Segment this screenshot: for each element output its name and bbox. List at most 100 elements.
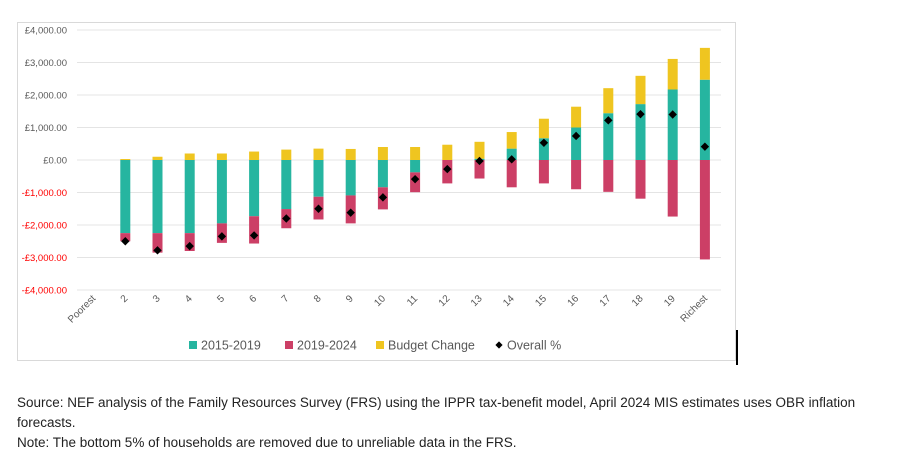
overall-diamond-marker: [507, 155, 516, 164]
overall-diamond-marker: [636, 109, 645, 119]
y-tick-label: -£2,000.00: [22, 221, 67, 232]
bar-segment-2019-2024: [635, 160, 646, 199]
legend: 2015-2019 2019-2024 Budget Change Overall %: [189, 339, 561, 353]
bar-segment-budget-change: [345, 148, 356, 160]
x-tick-label: 2: [119, 293, 131, 305]
bar-segment-2015-2019: [506, 148, 517, 160]
x-tick-label: Richest: [679, 293, 711, 325]
bar-segment-budget-change: [152, 156, 163, 160]
bar-segment-2015-2019: [313, 160, 324, 197]
bar-segment-2015-2019: [699, 79, 710, 160]
overall-diamond-marker: [443, 164, 452, 174]
bar-segment-budget-change: [571, 106, 582, 128]
bar-segment-2015-2019: [538, 138, 549, 160]
x-tick-label: 8: [312, 293, 324, 305]
y-axis-ticks: £4,000.00 £3,000.00 £2,000.00 £1,000.00 £0.0…: [22, 26, 67, 297]
x-tick-label: 14: [501, 293, 517, 309]
chart-notes: Source: NEF analysis of the Family Resou…: [17, 393, 907, 453]
x-tick-label: 11: [405, 293, 420, 308]
legend-swatch-2019-2024: [285, 341, 293, 349]
y-tick-label: -£4,000.00: [22, 286, 67, 297]
overall-diamond-marker: [668, 110, 677, 119]
x-tick-label: 18: [630, 293, 646, 309]
overall-diamond-marker: [539, 138, 549, 147]
x-tick-label: 9: [344, 293, 356, 305]
bar-segment-2015-2019: [120, 160, 131, 234]
x-tick-label: 3: [151, 293, 163, 305]
x-tick-label: 17: [598, 293, 614, 309]
bar-segment-2015-2019: [635, 104, 646, 160]
bar-segment-budget-change: [249, 151, 260, 160]
bar-segment-2019-2024: [249, 216, 260, 244]
bar-segment-2015-2019: [249, 160, 260, 217]
x-tick-label: 13: [469, 293, 485, 309]
overall-markers: [121, 109, 710, 255]
x-tick-label: 16: [566, 293, 582, 309]
overall-diamond-marker: [475, 156, 484, 166]
overall-diamond-marker: [185, 241, 194, 251]
bar-segment-2015-2019: [410, 160, 421, 173]
overall-diamond-marker: [217, 232, 227, 241]
x-axis-ticks: Poorest 2 3 4 5 6 7 8 9 10 11 12 13 14 15 16 17 18 19 Riche…: [66, 293, 710, 325]
bar-segment-budget-change: [281, 149, 292, 160]
bar-segment-budget-change: [313, 148, 324, 160]
legend-swatch-2015-2019: [189, 341, 197, 349]
x-tick-label: 5: [215, 293, 227, 305]
y-tick-label: £2,000.00: [25, 91, 67, 102]
y-tick-label: £1,000.00: [25, 123, 67, 134]
chart-frame: [17, 22, 736, 361]
bar-segment-2015-2019: [571, 127, 582, 160]
bar-segment-budget-change: [216, 153, 227, 160]
x-tick-label: 7: [280, 293, 292, 305]
bar-segment-2015-2019: [345, 160, 356, 196]
bar-segment-2015-2019: [152, 160, 163, 234]
source-text: Source: NEF analysis of the Family Resou…: [17, 395, 856, 430]
overall-diamond-marker: [410, 174, 420, 184]
y-tick-label: £0.00: [43, 156, 67, 167]
overall-diamond-marker: [571, 131, 581, 141]
y-tick-label: -£1,000.00: [22, 188, 67, 199]
bar-segment-2015-2019: [603, 113, 614, 160]
bar-segment-budget-change: [506, 132, 517, 149]
bar-segment-budget-change: [120, 159, 131, 160]
bar-segment-2019-2024: [699, 160, 710, 260]
bar-segment-2015-2019: [216, 160, 227, 224]
bar-segment-budget-change: [603, 88, 614, 114]
legend-label: Overall %: [507, 339, 561, 353]
bar-segment-2019-2024: [152, 233, 163, 253]
x-tick-label: 15: [533, 293, 549, 309]
overall-diamond-marker: [121, 237, 130, 246]
bar-segment-budget-change: [410, 147, 421, 160]
bar-segment-budget-change: [699, 47, 710, 80]
bar-segment-2015-2019: [377, 160, 388, 188]
bar-segment-budget-change: [538, 118, 549, 139]
bar-segment-2015-2019: [184, 160, 195, 234]
y-tick-label: £4,000.00: [25, 26, 67, 37]
y-tick-label: -£3,000.00: [22, 253, 67, 264]
legend-label: Budget Change: [388, 339, 475, 353]
legend-label: 2015-2019: [201, 339, 261, 353]
legend-label: 2019-2024: [297, 339, 357, 353]
overall-diamond-marker: [700, 142, 710, 151]
text-cursor: [736, 330, 738, 365]
x-tick-label: 6: [248, 293, 260, 305]
overall-diamond-marker: [314, 204, 323, 213]
bar-segment-budget-change: [377, 147, 388, 160]
overall-diamond-marker: [249, 231, 259, 240]
y-tick-label: £3,000.00: [25, 58, 67, 69]
bar-segment-budget-change: [474, 141, 485, 159]
x-tick-label: 4: [183, 293, 195, 305]
x-tick-label: 19: [662, 293, 678, 309]
bars: [120, 47, 710, 260]
bar-segment-budget-change: [184, 153, 195, 160]
x-tick-label: 12: [437, 293, 453, 309]
legend-diamond-icon: [495, 341, 503, 349]
bar-segment-budget-change: [635, 75, 646, 105]
overall-diamond-marker: [604, 116, 613, 125]
overall-diamond-marker: [282, 214, 291, 223]
overall-diamond-marker: [378, 193, 388, 202]
bar-segment-2015-2019: [667, 89, 678, 160]
bar-segment-2019-2024: [474, 160, 485, 179]
bar-segment-2019-2024: [667, 160, 678, 217]
